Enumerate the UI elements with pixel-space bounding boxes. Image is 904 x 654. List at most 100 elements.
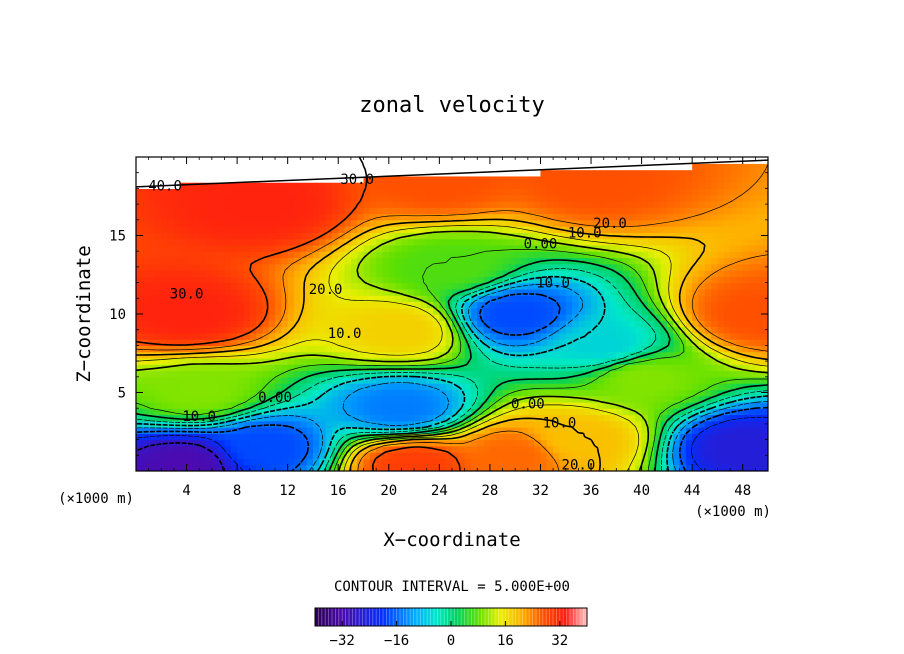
field-cell — [395, 420, 403, 428]
field-cell — [306, 345, 314, 353]
field-cell — [508, 427, 516, 434]
field-cell — [553, 263, 561, 271]
field-cell — [464, 301, 472, 309]
field-cell — [572, 169, 579, 177]
field-cell — [452, 263, 459, 271]
field-cell — [357, 452, 365, 460]
field-cell — [306, 276, 314, 284]
field-cell — [350, 458, 358, 466]
field-cell — [148, 401, 156, 409]
field-cell — [154, 376, 162, 384]
field-cell — [249, 188, 257, 196]
field-cell — [167, 194, 175, 202]
field-cell — [521, 194, 529, 202]
field-cell — [749, 427, 756, 434]
field-cell — [470, 207, 478, 215]
field-cell — [527, 401, 535, 409]
field-cell — [445, 207, 453, 215]
field-cell — [540, 433, 548, 441]
field-cell — [603, 288, 611, 296]
field-cell — [426, 169, 434, 177]
field-cell — [369, 408, 377, 416]
field-cell — [211, 301, 219, 309]
field-cell — [401, 163, 409, 171]
field-cell — [300, 326, 308, 334]
field-cell — [249, 288, 257, 296]
field-cell — [433, 332, 440, 340]
field-cell — [685, 276, 693, 284]
field-cell — [723, 244, 731, 252]
field-cell — [616, 175, 624, 183]
field-cell — [344, 370, 352, 378]
field-cell — [755, 452, 763, 460]
field-cell — [578, 383, 586, 390]
field-cell — [527, 194, 535, 202]
field-cell — [641, 401, 649, 409]
field-cell — [338, 251, 346, 259]
field-cell — [723, 257, 731, 265]
field-cell — [730, 439, 737, 447]
field-cell — [572, 389, 579, 397]
field-cell — [502, 288, 510, 296]
field-cell — [180, 458, 188, 466]
field-cell — [237, 445, 245, 453]
field-cell — [218, 288, 226, 296]
field-cell — [395, 401, 403, 409]
field-cell — [540, 295, 548, 303]
field-cell — [287, 370, 295, 378]
field-cell — [319, 320, 327, 328]
field-cell — [224, 200, 232, 208]
field-cell — [199, 182, 207, 189]
field-cell — [622, 270, 630, 277]
field-cell — [755, 238, 763, 246]
field-cell — [578, 401, 586, 409]
field-cell — [350, 395, 358, 403]
field-cell — [331, 276, 339, 284]
field-cell — [237, 345, 245, 353]
field-cell — [420, 445, 428, 453]
field-cell — [407, 169, 415, 177]
field-cell — [534, 232, 542, 240]
field-cell — [502, 383, 510, 390]
field-cell — [268, 414, 276, 422]
field-cell — [344, 244, 352, 252]
field-cell — [591, 219, 598, 227]
field-cell — [458, 213, 466, 221]
field-cell — [363, 401, 371, 409]
field-cell — [641, 188, 649, 196]
field-cell — [249, 389, 257, 397]
field-cell — [591, 326, 598, 334]
field-cell — [243, 433, 251, 441]
field-cell — [723, 182, 731, 189]
field-cell — [395, 345, 403, 353]
field-cell — [603, 188, 611, 196]
field-cell — [761, 257, 768, 265]
field-cell — [445, 389, 453, 397]
field-cell — [224, 295, 232, 303]
field-cell — [723, 439, 731, 447]
field-cell — [167, 213, 175, 221]
field-cell — [350, 238, 358, 246]
field-cell — [306, 207, 314, 215]
field-cell — [205, 163, 213, 171]
field-cell — [401, 320, 409, 328]
field-cell — [275, 219, 282, 227]
field-cell — [281, 427, 289, 434]
field-cell — [262, 226, 270, 233]
field-cell — [186, 207, 194, 215]
field-cell — [420, 320, 428, 328]
field-cell — [136, 263, 143, 271]
field-cell — [287, 420, 295, 428]
field-cell — [673, 464, 681, 471]
field-cell — [173, 326, 181, 334]
field-cell — [458, 226, 466, 233]
field-cell — [388, 445, 396, 453]
field-cell — [515, 263, 523, 271]
field-cell — [186, 175, 194, 183]
field-cell — [666, 288, 674, 296]
field-cell — [357, 232, 365, 240]
field-cell — [186, 295, 194, 303]
field-cell — [262, 389, 270, 397]
field-cell — [148, 389, 156, 397]
field-cell — [641, 445, 649, 453]
